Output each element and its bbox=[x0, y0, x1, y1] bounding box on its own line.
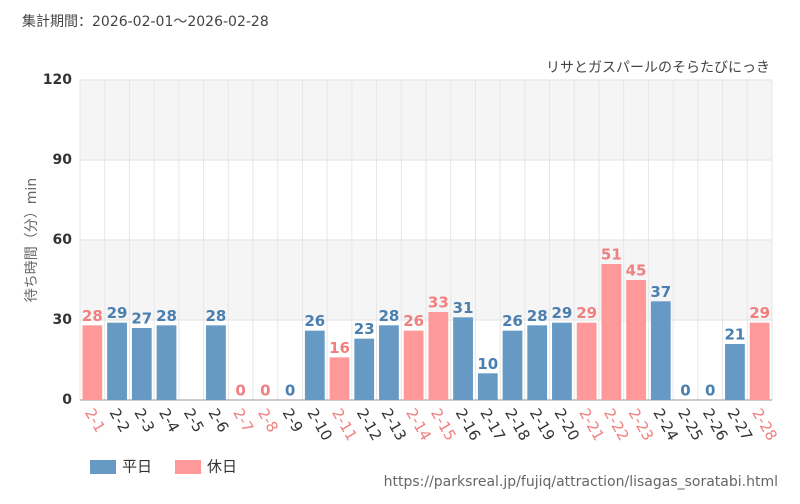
value-label: 16 bbox=[329, 339, 350, 357]
bar bbox=[725, 344, 745, 400]
value-label: 28 bbox=[156, 307, 177, 325]
value-label: 0 bbox=[285, 382, 295, 400]
y-tick-label: 120 bbox=[43, 72, 72, 88]
x-tick-label: 2-2 bbox=[106, 405, 134, 435]
x-tick-label: 2-20 bbox=[551, 405, 584, 443]
bar bbox=[601, 264, 622, 400]
x-tick-label: 2-17 bbox=[476, 405, 509, 443]
bar bbox=[749, 322, 770, 400]
bar bbox=[403, 330, 424, 400]
value-label: 0 bbox=[705, 382, 715, 400]
chart-title: 集計期間：2026-02-01～2026-02-28 bbox=[22, 13, 269, 30]
bar bbox=[131, 328, 152, 400]
legend-label: 平日 bbox=[122, 458, 152, 476]
bar bbox=[304, 330, 325, 400]
bar bbox=[453, 317, 473, 400]
bar bbox=[206, 325, 226, 400]
bar bbox=[329, 357, 350, 400]
bar bbox=[576, 322, 597, 400]
bar bbox=[650, 301, 671, 400]
legend-swatch bbox=[90, 460, 116, 474]
x-tick-label: 2-22 bbox=[600, 405, 633, 443]
x-tick-label: 2-28 bbox=[748, 405, 781, 443]
x-tick-label: 2-11 bbox=[328, 405, 361, 443]
bar bbox=[82, 325, 103, 400]
bar bbox=[107, 322, 127, 400]
legend-label: 休日 bbox=[207, 458, 237, 476]
value-label: 0 bbox=[680, 382, 690, 400]
x-tick-label: 2-21 bbox=[575, 405, 608, 443]
x-tick-label: 2-13 bbox=[378, 405, 411, 443]
y-tick-label: 60 bbox=[53, 232, 73, 248]
x-tick-label: 2-10 bbox=[303, 405, 336, 443]
y-tick-label: 0 bbox=[62, 392, 72, 408]
value-label: 28 bbox=[527, 307, 548, 325]
value-label: 23 bbox=[354, 320, 375, 338]
value-label: 29 bbox=[749, 304, 770, 322]
x-tick-label: 2-14 bbox=[402, 405, 435, 443]
x-tick-label: 2-25 bbox=[674, 405, 707, 443]
x-tick-label: 2-12 bbox=[353, 405, 386, 443]
value-label: 28 bbox=[378, 307, 399, 325]
x-tick-label: 2-4 bbox=[155, 405, 183, 435]
x-tick-label: 2-6 bbox=[205, 405, 233, 435]
x-tick-label: 2-9 bbox=[279, 405, 307, 435]
bar bbox=[527, 325, 548, 400]
x-tick-label: 2-8 bbox=[254, 405, 282, 435]
value-label: 45 bbox=[626, 262, 647, 280]
x-tick-label: 2-3 bbox=[130, 405, 158, 435]
chart-subtitle: リサとガスパールのそらたびにっき bbox=[546, 60, 770, 76]
x-tick-label: 2-1 bbox=[81, 405, 109, 435]
bar bbox=[502, 330, 523, 400]
bar bbox=[477, 373, 498, 400]
legend-swatch bbox=[175, 460, 201, 474]
value-label: 26 bbox=[403, 312, 424, 330]
value-label: 51 bbox=[601, 246, 622, 264]
x-tick-label: 2-19 bbox=[526, 405, 559, 443]
value-label: 29 bbox=[107, 304, 128, 322]
bar bbox=[354, 338, 375, 400]
value-label: 10 bbox=[477, 355, 498, 373]
value-label: 0 bbox=[260, 382, 270, 400]
x-tick-label: 2-24 bbox=[649, 405, 682, 443]
value-label: 33 bbox=[428, 294, 449, 312]
x-tick-label: 2-26 bbox=[699, 405, 732, 443]
x-tick-label: 2-5 bbox=[180, 405, 208, 435]
value-label: 26 bbox=[502, 312, 523, 330]
value-label: 28 bbox=[205, 307, 226, 325]
x-tick-label: 2-15 bbox=[427, 405, 460, 443]
value-label: 29 bbox=[576, 304, 597, 322]
y-tick-label: 90 bbox=[53, 152, 73, 168]
value-label: 28 bbox=[82, 307, 103, 325]
bar bbox=[626, 280, 646, 400]
x-tick-label: 2-16 bbox=[452, 405, 485, 443]
value-label: 27 bbox=[131, 310, 152, 328]
value-label: 26 bbox=[304, 312, 325, 330]
bar bbox=[156, 325, 177, 400]
value-label: 21 bbox=[724, 326, 745, 344]
value-label: 0 bbox=[235, 382, 245, 400]
value-label: 29 bbox=[551, 304, 572, 322]
y-tick-label: 30 bbox=[53, 312, 73, 328]
bar bbox=[552, 322, 572, 400]
value-label: 37 bbox=[650, 283, 671, 301]
y-axis-label: 待ち時間（分）min bbox=[24, 178, 40, 302]
x-tick-label: 2-23 bbox=[625, 405, 658, 443]
value-label: 31 bbox=[453, 299, 474, 317]
bar bbox=[428, 312, 449, 400]
x-tick-label: 2-7 bbox=[229, 405, 257, 435]
x-tick-label: 2-18 bbox=[501, 405, 534, 443]
bar bbox=[379, 325, 399, 400]
x-tick-label: 2-27 bbox=[724, 405, 757, 443]
source: https://parksreal.jp/fujiq/attraction/li… bbox=[384, 474, 778, 490]
